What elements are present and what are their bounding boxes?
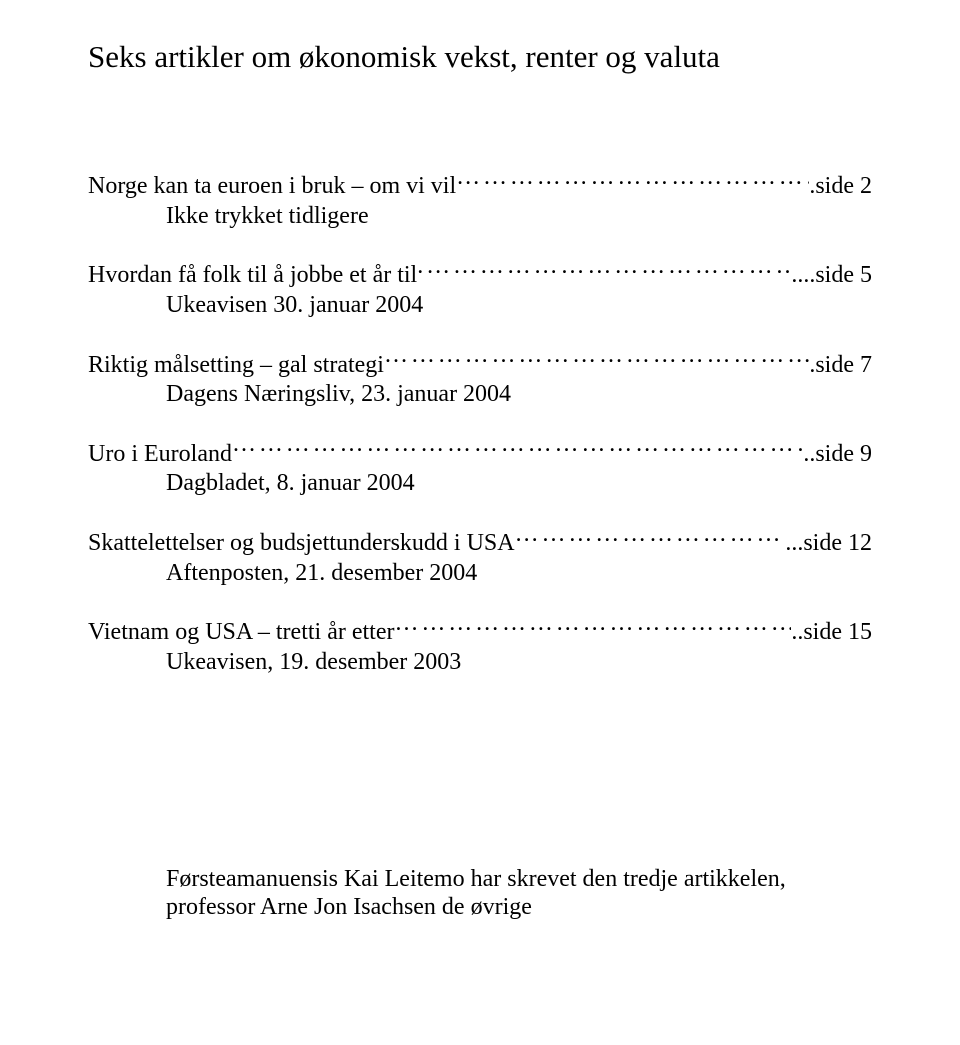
document-title: Seks artikler om økonomisk vekst, renter… (88, 38, 872, 75)
toc-entry-row: Hvordan få folk til å jobbe et år til ..… (88, 258, 872, 290)
toc-entry-page: ....side 5 (791, 262, 872, 290)
toc-entry-title: Vietnam og USA – tretti år etter (88, 619, 394, 647)
toc-entry-page: .side 2 (809, 173, 872, 201)
leader-dots-icon (394, 615, 791, 639)
author-note-line: Førsteamanuensis Kai Leitemo har skrevet… (166, 866, 872, 894)
toc-entry-row: Riktig målsetting – gal strategi .side 7 (88, 348, 872, 380)
toc-entry-source: Ikke trykket tidligere (166, 203, 872, 231)
toc-entry-row: Uro i Euroland ..side 9 (88, 437, 872, 469)
leader-dots-icon (515, 526, 786, 550)
toc-entry-page: .side 7 (809, 352, 872, 380)
toc-entry-title: Hvordan få folk til å jobbe et år til (88, 262, 417, 290)
author-note: Førsteamanuensis Kai Leitemo har skrevet… (166, 866, 872, 921)
toc-entry-row: Norge kan ta euroen i bruk – om vi vil .… (88, 169, 872, 201)
toc-entry-source: Dagbladet, 8. januar 2004 (166, 470, 872, 498)
toc-entry-source: Ukeavisen 30. januar 2004 (166, 292, 872, 320)
toc-entry-title: Skattelettelser og budsjettunderskudd i … (88, 530, 515, 558)
toc-entry-source: Dagens Næringsliv, 23. januar 2004 (166, 381, 872, 409)
toc-entry: Riktig målsetting – gal strategi .side 7… (88, 348, 872, 409)
toc-entry-source: Aftenposten, 21. desember 2004 (166, 560, 872, 588)
toc-entry-title: Uro i Euroland (88, 441, 232, 469)
toc-entry-row: Vietnam og USA – tretti år etter ..side … (88, 615, 872, 647)
toc-entry: Hvordan få folk til å jobbe et år til ..… (88, 258, 872, 319)
leader-dots-icon (384, 348, 809, 372)
toc-entry: Uro i Euroland ..side 9 Dagbladet, 8. ja… (88, 437, 872, 498)
author-note-line: professor Arne Jon Isachsen de øvrige (166, 894, 872, 922)
toc-entry: Norge kan ta euroen i bruk – om vi vil .… (88, 169, 872, 230)
toc-entry: Skattelettelser og budsjettunderskudd i … (88, 526, 872, 587)
leader-dots-icon (417, 258, 791, 282)
leader-dots-icon (232, 437, 803, 461)
toc-entry-title: Norge kan ta euroen i bruk – om vi vil (88, 173, 456, 201)
toc-entry-row: Skattelettelser og budsjettunderskudd i … (88, 526, 872, 558)
leader-dots-icon (456, 169, 809, 193)
toc-entry: Vietnam og USA – tretti år etter ..side … (88, 615, 872, 676)
toc-entry-page: ...side 12 (785, 530, 872, 558)
toc-entry-page: ..side 9 (803, 441, 872, 469)
toc-entry-source: Ukeavisen, 19. desember 2003 (166, 649, 872, 677)
toc-entry-page: ..side 15 (791, 619, 872, 647)
table-of-contents: Norge kan ta euroen i bruk – om vi vil .… (88, 169, 872, 676)
toc-entry-title: Riktig målsetting – gal strategi (88, 352, 384, 380)
